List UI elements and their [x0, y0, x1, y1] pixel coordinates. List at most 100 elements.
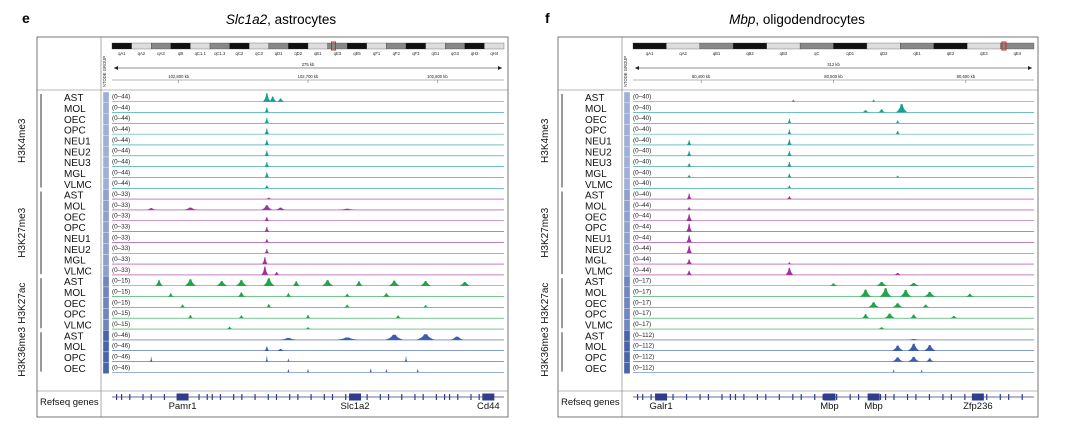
track-range-label: (0–40): [633, 158, 651, 165]
ideogram-band: [1000, 42, 1035, 50]
track-range-label: (0–46): [112, 332, 130, 339]
track-range-label: (0–33): [112, 234, 130, 241]
refseq-exon: [310, 394, 312, 400]
refseq-exon: [379, 394, 381, 400]
refseq-exon: [879, 394, 882, 400]
track-peak: [237, 292, 246, 297]
track-peak: [278, 338, 299, 340]
track-color-strip: [102, 113, 110, 125]
refseq-exon: [836, 394, 838, 400]
track-peak: [265, 304, 272, 308]
scale-label: 312 kb: [827, 62, 840, 67]
track-range-label: (0–15): [112, 299, 130, 306]
track-peak: [686, 223, 693, 232]
track-cell-label: AST: [64, 277, 83, 288]
ideogram-band: [632, 42, 667, 50]
track-color-strip: [102, 330, 110, 342]
coord-label: 80,600 kb: [957, 74, 976, 79]
track-range-label: (0–40): [633, 115, 651, 122]
track-peak: [895, 104, 908, 113]
panel-title: Mbp, oligodendrocytes: [729, 12, 865, 27]
track-peak: [875, 282, 888, 286]
track-color-strip: [623, 200, 631, 212]
track-color-strip: [623, 243, 631, 255]
refseq-exon: [999, 394, 1001, 400]
ideogram-band: [268, 42, 289, 50]
track-color-strip: [102, 210, 110, 223]
track-color-strip: [623, 91, 631, 103]
ideogram-band: [366, 42, 387, 50]
refseq-exon: [323, 394, 325, 400]
track-cell-label: MOL: [585, 104, 607, 115]
track-peak: [305, 314, 311, 319]
track-cell-label: OEC: [585, 299, 607, 310]
refseq-exon: [672, 394, 674, 400]
refseq-exon: [756, 394, 759, 400]
refseq-exon: [443, 394, 446, 400]
track-range-label: (0–112): [633, 343, 654, 350]
track-peak: [907, 343, 920, 351]
track-range-label: (0–44): [633, 213, 651, 220]
track-cell-label: OPC: [585, 310, 607, 321]
track-cell-label: NEU1: [64, 136, 91, 147]
track-cell-label: NEU3: [64, 158, 91, 169]
track-peak: [686, 259, 693, 265]
track-peak: [262, 93, 271, 102]
track-peak: [388, 280, 401, 286]
track-peak: [335, 337, 359, 340]
track-peak: [276, 348, 285, 351]
refseq-exon: [964, 394, 966, 400]
track-peak: [893, 273, 902, 275]
track-cell-label: OEC: [64, 299, 86, 310]
refseq-exon: [233, 394, 235, 400]
track-range-label: (0–112): [633, 332, 654, 339]
track-color-strip: [102, 124, 110, 136]
ideogram-band-label: qG3: [451, 51, 460, 56]
ideogram-band-label: qH2: [471, 51, 479, 56]
track-cell-label: MGL: [585, 256, 607, 267]
track-cell-label: NEU2: [64, 147, 91, 158]
track-peak: [184, 279, 197, 286]
track-range-label: (0–44): [633, 223, 651, 230]
track-range-label: (0–33): [112, 213, 130, 220]
track-cell-label: OPC: [585, 126, 607, 137]
track-peak: [871, 99, 876, 102]
ideogram-band-label: qE1: [913, 51, 921, 56]
ideogram-band: [766, 42, 801, 50]
track-peak: [787, 185, 792, 189]
track-peak: [920, 370, 923, 373]
panel-letter: e: [22, 10, 30, 26]
ideogram-band-label: qB: [178, 51, 183, 56]
ideogram-band: [386, 42, 407, 50]
coord-label: 102,800 kb: [168, 74, 189, 79]
refseq-exon: [289, 394, 291, 400]
track-cell-label: AST: [585, 93, 604, 104]
track-peak: [150, 356, 153, 362]
track-peak: [276, 98, 285, 102]
track-color-strip: [102, 145, 110, 158]
track-color-strip: [102, 308, 110, 320]
track-cell-label: NEU1: [585, 136, 612, 147]
track-color-strip: [623, 232, 631, 244]
ideogram-highlight: [331, 41, 337, 51]
track-peak: [787, 118, 792, 124]
track-color-strip: [102, 156, 110, 168]
track-peak: [285, 293, 292, 297]
histone-mark-label: H3K4me3: [540, 118, 551, 163]
track-cell-label: MOL: [64, 342, 86, 353]
track-range-label: (0–44): [112, 104, 130, 111]
refseq-exon: [707, 394, 710, 400]
gene-name: Pamr1: [169, 401, 197, 412]
track-color-strip: [102, 362, 110, 374]
track-range-label: (0–44): [112, 94, 130, 101]
refseq-exon: [743, 394, 745, 400]
coord-label: 80,400 kb: [692, 74, 711, 79]
ideogram-band: [347, 42, 367, 50]
gene-name: Mbp: [820, 401, 838, 412]
track-cell-label: VLMC: [585, 180, 613, 191]
track-cell-label: VLMC: [64, 180, 92, 191]
ideogram-band: [229, 42, 250, 50]
refseq-exon: [422, 394, 424, 400]
refseq-exon: [928, 394, 931, 400]
